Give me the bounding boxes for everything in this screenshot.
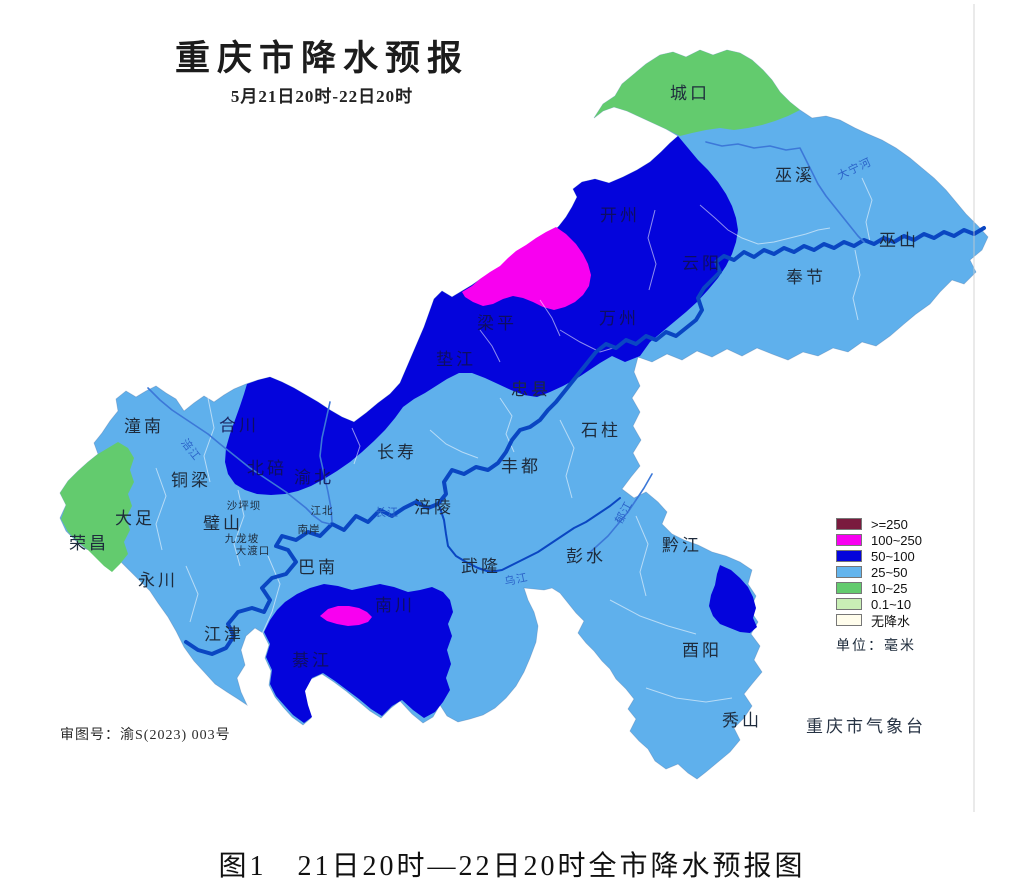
legend-swatch [836, 518, 862, 530]
district-label: 巫溪 [775, 166, 815, 185]
district-boundaries [155, 177, 873, 703]
district-label: 丰都 [501, 457, 541, 476]
river-label: 长江 [375, 506, 399, 519]
district-label: 云阳 [682, 254, 722, 273]
district-label: 渝北 [294, 468, 334, 487]
district-label: 南岸 [298, 523, 321, 536]
region-magenta-small [320, 606, 372, 626]
district-label: 九龙坡 [225, 532, 260, 545]
legend-swatch [836, 566, 862, 578]
region-northeast-dark-blue [225, 136, 738, 495]
daninghe-river [705, 141, 865, 243]
unit-label: 单位：毫米 [836, 639, 916, 654]
yujiang-river [587, 473, 653, 555]
legend-label: 10~25 [871, 580, 908, 596]
legend-item: >=250 [836, 516, 922, 532]
region-south-dark-blue [264, 584, 453, 723]
wujiang-river [439, 497, 621, 573]
region-magenta-core [462, 227, 591, 310]
legend-swatch [836, 534, 862, 546]
legend-item: 25~50 [836, 564, 922, 580]
page-title: 重庆市降水预报 [174, 39, 469, 78]
page-subtitle: 5月21日20时-22日20时 [230, 87, 414, 106]
district-label: 长寿 [377, 443, 417, 462]
district-label: 綦江 [292, 651, 332, 670]
district-label: 武隆 [461, 557, 501, 576]
legend-swatch [836, 598, 862, 610]
figure-caption: 图1 21日20时—22日20时全市降水预报图 [218, 851, 806, 882]
district-label: 涪陵 [414, 498, 454, 517]
region-youyang-dark-blue [709, 565, 757, 633]
district-label: 永川 [138, 571, 178, 590]
legend-item: 10~25 [836, 580, 922, 596]
district-label: 江北 [311, 505, 334, 517]
fujiang-river [147, 387, 331, 525]
legend-swatch [836, 550, 862, 562]
district-label: 大渡口 [236, 544, 271, 557]
district-label: 沙坪坝 [227, 499, 262, 512]
legend-item: 无降水 [836, 612, 922, 629]
district-label: 巫山 [879, 231, 919, 250]
district-label: 秀山 [722, 711, 762, 730]
region-rongchang-green [60, 442, 134, 572]
agency-credit: 重庆市气象台 [806, 717, 926, 736]
legend-label: 100~250 [871, 532, 922, 548]
district-label: 大足 [115, 509, 155, 528]
district-label: 万州 [599, 309, 639, 328]
district-label: 江津 [204, 625, 244, 644]
legend-item: 0.1~10 [836, 596, 922, 612]
legend: >=250 100~250 50~100 25~50 10~25 0.1~10 无降水 单位… [836, 516, 922, 655]
district-label: 北碚 [247, 459, 287, 478]
legend-label: 0.1~10 [871, 596, 912, 612]
legend-swatch [836, 614, 862, 626]
legend-label: 25~50 [871, 564, 908, 580]
review-number: 审图号：渝S(2023) 003号 [60, 728, 231, 743]
legend-item: 100~250 [836, 532, 922, 548]
legend-item: 50~100 [836, 548, 922, 564]
district-label: 开州 [600, 206, 640, 225]
district-label: 城口 [670, 84, 710, 103]
legend-label: >=250 [871, 516, 908, 532]
district-label: 黔江 [662, 536, 702, 555]
jialing-river [319, 401, 333, 523]
rivers [147, 141, 986, 656]
district-label: 铜梁 [171, 471, 211, 490]
legend-rows: >=250 100~250 50~100 25~50 10~25 0.1~10 无降水 [836, 516, 922, 629]
district-label: 合川 [219, 416, 259, 435]
district-label: 巴南 [298, 558, 338, 577]
yangtze-river [184, 226, 986, 656]
legend-label: 50~100 [871, 548, 915, 564]
legend-label: 无降水 [871, 613, 911, 629]
district-label: 荣昌 [69, 534, 109, 553]
legend-swatch [836, 582, 862, 594]
region-base-light-blue [59, 49, 989, 780]
district-label: 酉阳 [682, 641, 722, 660]
district-label: 彭水 [566, 547, 606, 566]
district-label: 潼南 [124, 417, 164, 436]
district-label: 奉节 [786, 268, 826, 287]
river-label: 乌江 [503, 570, 529, 589]
district-label: 南川 [375, 596, 415, 615]
district-label: 石柱 [581, 421, 621, 440]
district-label: 梁平 [477, 314, 517, 333]
district-label: 垫江 [436, 350, 476, 369]
district-label: 忠县 [511, 380, 551, 399]
district-label: 璧山 [203, 514, 243, 533]
region-chengkou-green [594, 50, 800, 136]
